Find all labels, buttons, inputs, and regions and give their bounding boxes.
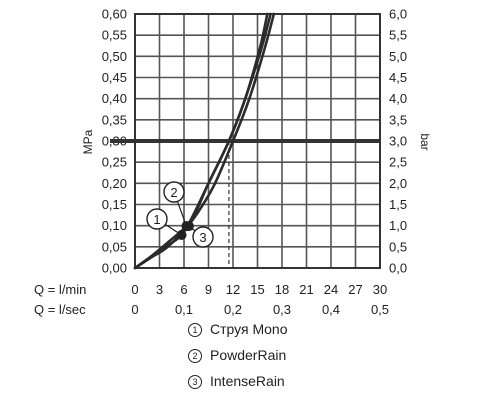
x-axis-lmin-title: Q = l/min [34, 282, 86, 297]
x-tick-label-lmin: 15 [250, 282, 264, 297]
callout-number: 2 [170, 185, 177, 200]
y-tick-label-left: 0,25 [102, 155, 127, 170]
y-tick-label-right: 0,0 [389, 261, 407, 276]
curve-markers: 12 3 [146, 181, 214, 248]
x-tick-label-lsec: 0,3 [273, 302, 291, 317]
y-tick-label-right: 5,0 [389, 49, 407, 64]
x-tick-label-lmin: 18 [275, 282, 289, 297]
x-tick-label-lmin: 6 [180, 282, 187, 297]
legend-item: 2 PowderRain [188, 345, 286, 365]
x-tick-label-lmin: 21 [299, 282, 313, 297]
y-tick-label-right: 1,5 [389, 197, 407, 212]
curves [133, 12, 276, 270]
y-tick-label-right: 6,0 [389, 7, 407, 22]
callout-circle [146, 208, 168, 230]
callout-circle [192, 226, 214, 248]
legend-label: PowderRain [210, 347, 287, 363]
legend-label: IntenseRain [210, 373, 285, 389]
curve-line [133, 12, 269, 270]
y-tick-label-right: 3,0 [389, 134, 407, 149]
y-tick-label-left: 0,45 [102, 70, 127, 85]
y-tick-label-right: 1,0 [389, 218, 407, 233]
x-tick-label-lsec: 0,4 [322, 302, 340, 317]
x-tick-label-lmin: 3 [156, 282, 163, 297]
y-tick-label-left: 0,50 [102, 49, 127, 64]
x-tick-label-lmin: 24 [324, 282, 338, 297]
reference-lines [110, 139, 380, 268]
legend-marker-1: 1 [188, 323, 202, 337]
y-tick-label-right: 4,5 [389, 70, 407, 85]
x-tick-label-lmin: 27 [348, 282, 362, 297]
callout-number: 1 [153, 212, 160, 227]
y-tick-label-left: 0,40 [102, 91, 127, 106]
y-tick-label-left: 0,00 [102, 261, 127, 276]
x-tick-label-lmin: 0 [131, 282, 138, 297]
x-tick-label-lmin: 9 [205, 282, 212, 297]
x-tick-label-lsec: 0,1 [175, 302, 193, 317]
y-tick-label-left: 0,20 [102, 176, 127, 191]
legend-marker-3: 3 [188, 375, 202, 389]
y-tick-label-right: 2,0 [389, 176, 407, 191]
y-tick-label-left: 0,55 [102, 28, 127, 43]
y-tick-label-left: 0,15 [102, 197, 127, 212]
legend-item: 3 IntenseRain [188, 371, 285, 391]
y-tick-label-right: 3,5 [389, 112, 407, 127]
axes-labels: 0 3 6 9 12 15 18 21 24 27 300,00 0,00,05 0,50,10 1,00… [102, 7, 407, 318]
x-tick-label-lmin: 12 [226, 282, 240, 297]
callout-number: 3 [199, 230, 206, 245]
legend-marker-2: 2 [188, 349, 202, 363]
x-tick-label-lsec: 0,2 [224, 302, 242, 317]
y-tick-label-left: 0,60 [102, 7, 127, 22]
y-tick-label-right: 4,0 [389, 91, 407, 106]
callout-circle [163, 181, 185, 203]
x-tick-label-lmin: 30 [373, 282, 387, 297]
x-tick-label-lsec: 0,5 [371, 302, 389, 317]
legend-label: Струя Mono [210, 321, 288, 337]
x-tick-label-lsec: 0 [131, 302, 138, 317]
y-tick-label-left: 0,35 [102, 112, 127, 127]
y-axis-left-title: MPa [81, 129, 95, 154]
y-tick-label-right: 2,5 [389, 155, 407, 170]
legend-item: 1 Струя Mono [188, 319, 288, 339]
y-axis-right-title: bar [418, 133, 432, 150]
y-tick-label-right: 5,5 [389, 28, 407, 43]
y-tick-label-right: 0,5 [389, 239, 407, 254]
curve-line [133, 12, 276, 270]
y-tick-label-left: 0,10 [102, 218, 127, 233]
y-tick-label-left: 0,05 [102, 239, 127, 254]
x-axis-lsec-title: Q = l/sec [34, 302, 86, 317]
